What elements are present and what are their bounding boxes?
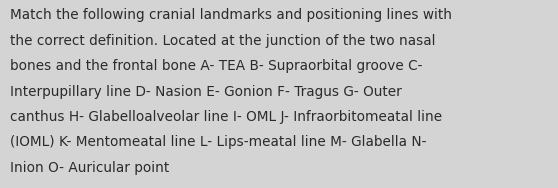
Text: (IOML) K- Mentomeatal line L- Lips-meatal line M- Glabella N-: (IOML) K- Mentomeatal line L- Lips-meata… <box>10 135 426 149</box>
Text: bones and the frontal bone A- TEA B- Supraorbital groove C-: bones and the frontal bone A- TEA B- Sup… <box>10 59 422 73</box>
Text: the correct definition. Located at the junction of the two nasal: the correct definition. Located at the j… <box>10 34 436 48</box>
Text: Inion O- Auricular point: Inion O- Auricular point <box>10 161 169 175</box>
Text: Interpupillary line D- Nasion E- Gonion F- Tragus G- Outer: Interpupillary line D- Nasion E- Gonion … <box>10 85 402 99</box>
Text: canthus H- Glabelloalveolar line I- OML J- Infraorbitomeatal line: canthus H- Glabelloalveolar line I- OML … <box>10 110 442 124</box>
Text: Match the following cranial landmarks and positioning lines with: Match the following cranial landmarks an… <box>10 8 452 22</box>
